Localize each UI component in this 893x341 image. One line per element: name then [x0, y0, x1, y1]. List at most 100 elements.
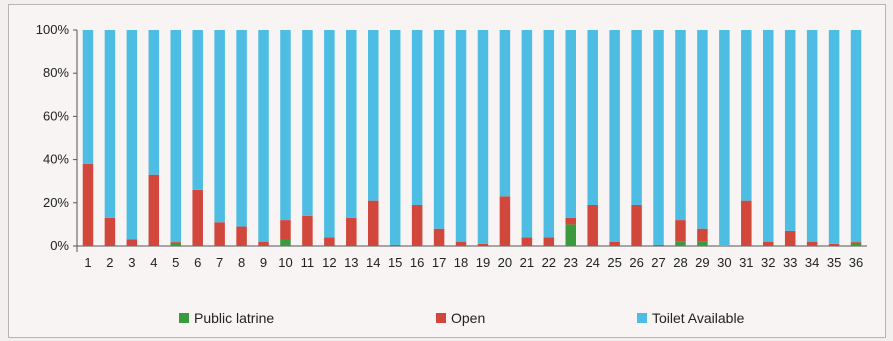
bar-segment-open	[499, 196, 511, 246]
bar-segment-toilet-available	[850, 30, 862, 242]
bar-segment-toilet-available	[697, 30, 708, 229]
y-tick-label: 20%	[43, 195, 69, 210]
bar-segment-open	[763, 241, 774, 246]
x-tick-label: 10	[278, 255, 292, 270]
y-tick-labels: 0% 20% 40% 60% 80% 100%	[36, 22, 77, 253]
bar-segment-toilet-available	[236, 30, 247, 227]
bar-segment-toilet-available	[653, 30, 664, 245]
bar-segment-open	[455, 241, 467, 246]
x-tick-label: 16	[410, 255, 424, 270]
bar-segment-open	[433, 228, 445, 246]
x-tick-label: 5	[172, 255, 179, 270]
bar-segment-open	[587, 204, 598, 246]
bar-segment-public-latrine	[850, 242, 862, 246]
bar-segment-open	[148, 174, 160, 246]
bar-segment-toilet-available	[280, 30, 291, 221]
x-tick-label: 6	[194, 255, 201, 270]
bar-segment-open	[214, 222, 225, 246]
x-tick-label: 8	[238, 255, 245, 270]
bar-segment-toilet-available	[214, 30, 225, 223]
bar-segment-public-latrine	[170, 242, 181, 246]
x-tick-label: 27	[651, 255, 665, 270]
bar-segment-open	[609, 241, 620, 246]
bar-segment-open	[192, 189, 203, 246]
bar-segment-open	[258, 241, 269, 246]
x-tick-label: 28	[673, 255, 687, 270]
bar-segment-open	[126, 239, 138, 246]
bar-segment-toilet-available	[609, 30, 620, 242]
x-tick-label: 3	[128, 255, 135, 270]
bar-segment-toilet-available	[104, 30, 116, 218]
x-tick-label: 14	[366, 255, 380, 270]
legend-swatch-open	[436, 313, 446, 323]
bar-segment-public-latrine	[675, 241, 686, 246]
x-tick-label: 29	[695, 255, 709, 270]
y-tick-label: 40%	[43, 152, 69, 167]
bar-segment-open	[675, 220, 686, 242]
x-tick-label: 7	[216, 255, 223, 270]
bar-segment-open	[521, 237, 533, 246]
bar-segment-toilet-available	[170, 30, 181, 242]
legend-label-public-latrine: Public latrine	[194, 310, 274, 326]
x-tick-label: 15	[388, 255, 402, 270]
bar-segment-public-latrine	[697, 241, 708, 246]
x-tick-label: 31	[739, 255, 753, 270]
bar-segment-open	[806, 241, 818, 246]
bar-segment-toilet-available	[806, 30, 818, 242]
x-tick-label: 34	[805, 255, 819, 270]
bar-segment-toilet-available	[368, 30, 379, 201]
bar-segment-public-latrine	[565, 224, 576, 246]
x-tick-label: 20	[498, 255, 512, 270]
bar-segment-open	[631, 204, 642, 246]
bar-segment-toilet-available	[784, 30, 796, 231]
bar-segment-open	[302, 215, 313, 246]
bar-segment-toilet-available	[741, 30, 752, 201]
legend-label-open: Open	[451, 310, 485, 326]
y-tick-label: 100%	[36, 22, 70, 37]
x-tick-labels: 1 2 3 4 5 6 7 8 9 10 11 12 13 14 15 16 17 18 19 20 21 22 23 24 2…	[84, 255, 863, 270]
x-tick-label: 24	[585, 255, 599, 270]
legend-swatch-public-latrine	[179, 313, 189, 323]
bar-segment-open	[170, 241, 181, 243]
bar-segment-toilet-available	[565, 30, 576, 218]
x-tick-label: 11	[301, 255, 315, 270]
bar-segment-open	[346, 217, 357, 246]
bar-segment-toilet-available	[455, 30, 467, 242]
bar-segment-toilet-available	[346, 30, 357, 218]
bar-segment-open	[389, 244, 401, 246]
bar-segment-toilet-available	[675, 30, 686, 221]
bar-segment-toilet-available	[433, 30, 445, 229]
x-tick-label: 18	[454, 255, 468, 270]
bar-segment-toilet-available	[389, 30, 401, 245]
bar-segment-open	[236, 226, 247, 246]
bar-segment-open	[543, 237, 555, 246]
bar-segment-toilet-available	[258, 30, 269, 242]
bar-segment-open	[477, 243, 489, 246]
bar-segment-toilet-available	[719, 30, 730, 246]
bar-segment-open	[784, 230, 796, 246]
bar-segment-toilet-available	[763, 30, 774, 242]
x-tick-label: 33	[783, 255, 797, 270]
bar-segment-open	[411, 204, 423, 246]
bar-segment-toilet-available	[828, 30, 840, 244]
chart-frame: 0% 20% 40% 60% 80% 100% 1 2 3 4 5 6 7 8 9 10 11 12 13 14 15…	[8, 4, 886, 338]
bar-segment-open	[280, 220, 291, 240]
x-tick-label: 26	[629, 255, 643, 270]
bar-segment-open	[104, 217, 116, 246]
legend-swatch-toilet-available	[637, 313, 647, 323]
x-tick-label: 1	[84, 255, 91, 270]
bar-segment-toilet-available	[411, 30, 423, 205]
bar-segment-open	[697, 228, 708, 242]
x-tick-label: 30	[717, 255, 731, 270]
x-tick-label: 36	[849, 255, 863, 270]
x-tick-label: 25	[607, 255, 621, 270]
x-tick-label: 21	[520, 255, 534, 270]
bar-segment-open	[368, 200, 379, 246]
bar-segment-toilet-available	[477, 30, 489, 244]
bar-segment-open	[653, 244, 664, 246]
bar-segment-open	[850, 241, 862, 243]
bar-segment-toilet-available	[587, 30, 598, 205]
stacked-bar-chart: 0%20%40%60%80%100% 1 2 3 4 5 6 7 8 9 10 11 12 13 14 15…	[36, 22, 867, 326]
bar-segment-open	[828, 243, 840, 246]
legend: Public latrine Open Toilet Available	[179, 310, 745, 326]
